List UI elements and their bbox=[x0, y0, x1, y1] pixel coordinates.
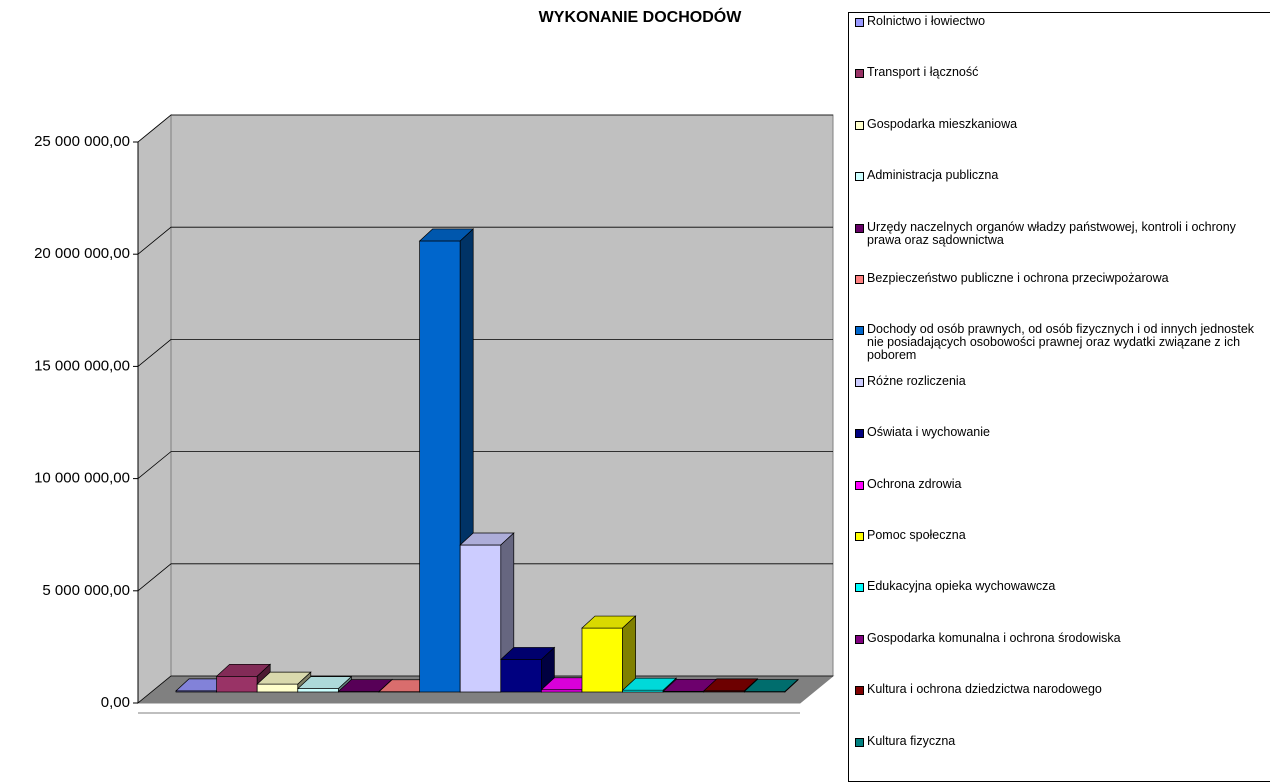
legend-swatch bbox=[855, 532, 864, 541]
legend-label: Urzędy naczelnych organów władzy państwo… bbox=[867, 221, 1265, 247]
legend-item: Edukacyjna opieka wychowawcza bbox=[855, 580, 1265, 593]
legend-label: Bezpieczeństwo publiczne i ochrona przec… bbox=[867, 272, 1265, 285]
legend-item: Rolnictwo i łowiectwo bbox=[855, 15, 1265, 28]
legend-swatch bbox=[855, 583, 864, 592]
y-tick-label: 0,00 bbox=[101, 694, 130, 711]
legend-item: Urzędy naczelnych organów władzy państwo… bbox=[855, 221, 1265, 247]
legend-item: Transport i łączność bbox=[855, 66, 1265, 79]
legend-item: Gospodarka mieszkaniowa bbox=[855, 118, 1265, 131]
legend-item: Pomoc społeczna bbox=[855, 529, 1265, 542]
legend-item: Kultura i ochrona dziedzictwa narodowego bbox=[855, 683, 1265, 696]
legend-label: Edukacyjna opieka wychowawcza bbox=[867, 580, 1265, 593]
legend-item: Bezpieczeństwo publiczne i ochrona przec… bbox=[855, 272, 1265, 285]
legend-swatch bbox=[855, 686, 864, 695]
legend-label: Pomoc społeczna bbox=[867, 529, 1265, 542]
y-tick-label: 25 000 000,00 bbox=[34, 133, 130, 150]
legend-label: Rolnictwo i łowiectwo bbox=[867, 15, 1265, 28]
bar-front bbox=[582, 628, 623, 692]
legend-item: Kultura fizyczna bbox=[855, 735, 1265, 748]
chart-title: WYKONANIE DOCHODÓW bbox=[539, 7, 743, 26]
left-wall bbox=[138, 115, 171, 703]
legend: Rolnictwo i łowiectwo Transport i łącznoś… bbox=[848, 12, 1270, 782]
legend-item: Oświata i wychowanie bbox=[855, 426, 1265, 439]
legend-swatch bbox=[855, 635, 864, 644]
chart: WYKONANIE DOCHODÓW 0,00 5 000 000,00 10 00… bbox=[0, 0, 840, 771]
legend-item: Ochrona zdrowia bbox=[855, 478, 1265, 491]
legend-swatch bbox=[855, 275, 864, 284]
legend-label: Transport i łączność bbox=[867, 66, 1265, 79]
legend-label: Kultura fizyczna bbox=[867, 735, 1265, 748]
legend-label: Oświata i wychowanie bbox=[867, 426, 1265, 439]
legend-item: Dochody od osób prawnych, od osób fizycz… bbox=[855, 323, 1265, 362]
legend-label: Ochrona zdrowia bbox=[867, 478, 1265, 491]
legend-swatch bbox=[855, 18, 864, 27]
legend-item: Administracja publiczna bbox=[855, 169, 1265, 182]
y-tick-label: 10 000 000,00 bbox=[34, 470, 130, 487]
legend-item: Gospodarka komunalna i ochrona środowisk… bbox=[855, 632, 1265, 645]
y-tick-label: 15 000 000,00 bbox=[34, 357, 130, 374]
bar-front bbox=[460, 545, 501, 692]
legend-swatch bbox=[855, 69, 864, 78]
legend-swatch bbox=[855, 481, 864, 490]
bar-front bbox=[420, 241, 461, 692]
bar-front bbox=[217, 676, 258, 692]
legend-label: Gospodarka komunalna i ochrona środowisk… bbox=[867, 632, 1265, 645]
legend-swatch bbox=[855, 224, 864, 233]
y-tick-label: 5 000 000,00 bbox=[42, 582, 130, 599]
legend-item: Różne rozliczenia bbox=[855, 375, 1265, 388]
legend-label: Różne rozliczenia bbox=[867, 375, 1265, 388]
legend-swatch bbox=[855, 378, 864, 387]
legend-swatch bbox=[855, 121, 864, 130]
legend-label: Administracja publiczna bbox=[867, 169, 1265, 182]
legend-label: Kultura i ochrona dziedzictwa narodowego bbox=[867, 683, 1265, 696]
bar bbox=[582, 616, 636, 692]
legend-swatch bbox=[855, 738, 864, 747]
legend-label: Dochody od osób prawnych, od osób fizycz… bbox=[867, 323, 1265, 362]
bar-front bbox=[501, 659, 542, 692]
legend-swatch bbox=[855, 326, 864, 335]
legend-label: Gospodarka mieszkaniowa bbox=[867, 118, 1265, 131]
bar-front bbox=[257, 684, 298, 692]
legend-swatch bbox=[855, 172, 864, 181]
y-tick-label: 20 000 000,00 bbox=[34, 245, 130, 262]
legend-swatch bbox=[855, 429, 864, 438]
bar-front bbox=[298, 689, 339, 692]
